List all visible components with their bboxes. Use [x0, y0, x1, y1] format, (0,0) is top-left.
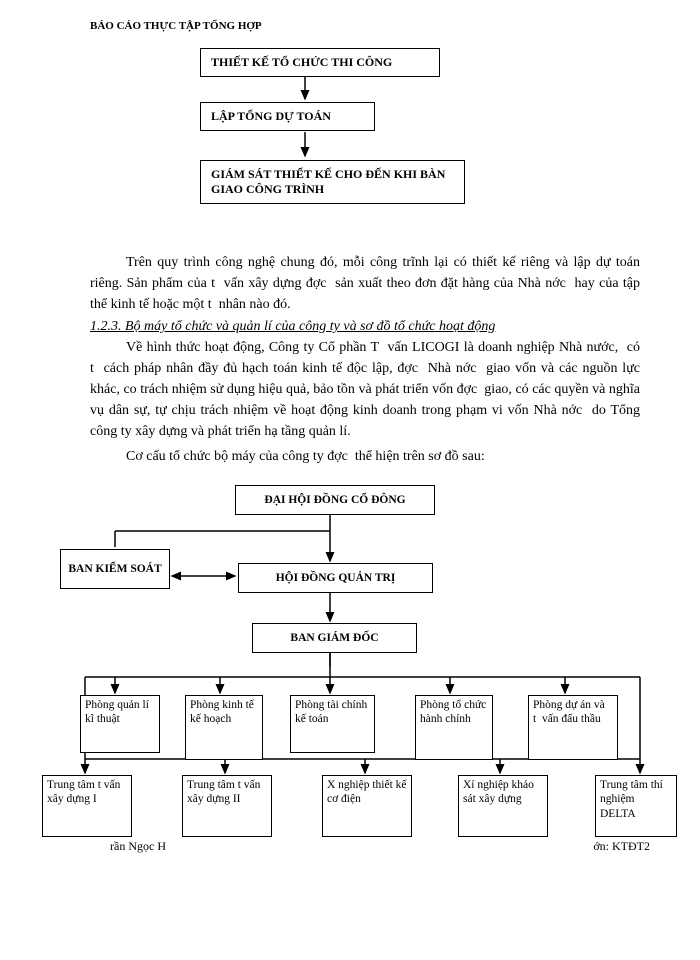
- paragraph-1: Trên quy trình công nghệ chung đó, mỗi c…: [90, 252, 640, 315]
- org-audit: BAN KIỂM SOÁT: [60, 549, 170, 589]
- org-unit-1: Trung tâm t vấn xây dựng I: [42, 775, 132, 837]
- paragraph-2: Về hình thức hoạt động, Công ty Cổ phần …: [90, 337, 640, 442]
- org-dept-4: Phòng tổ chức hành chính: [415, 695, 493, 760]
- footer-right: ớn: KTĐT2: [593, 839, 650, 854]
- org-unit-3: X nghiệp thiết kế cơ điện: [322, 775, 412, 837]
- process-flowchart: THIẾT KẾ TỔ CHỨC THI CÔNG LẬP TỔNG DỰ TO…: [90, 44, 640, 244]
- paragraph-3: Cơ cấu tổ chức bộ máy của công ty đợc th…: [90, 446, 640, 467]
- section-heading: 1.2.3. Bộ máy tổ chức và quản lí của côn…: [90, 319, 640, 335]
- org-unit-2: Trung tâm t vấn xây dựng II: [182, 775, 272, 837]
- org-mgmt: BAN GIÁM ĐỐC: [252, 623, 417, 653]
- org-unit-5: Trung tâm thí nghiệm DELTA: [595, 775, 677, 837]
- org-dept-3: Phòng tài chính kế toán: [290, 695, 375, 753]
- org-chart: ĐẠI HỘI ĐỒNG CỔ ĐÔNG BAN KIỂM SOÁT HỘI Đ…: [20, 481, 680, 841]
- org-dept-2: Phòng kinh tế kế hoạch: [185, 695, 263, 760]
- org-board: HỘI ĐỒNG QUẢN TRỊ: [238, 563, 433, 593]
- org-top: ĐẠI HỘI ĐỒNG CỔ ĐÔNG: [235, 485, 435, 515]
- flow-box-2: LẬP TỔNG DỰ TOÁN: [200, 102, 375, 131]
- org-unit-4: Xí nghiệp khảo sát xây dựng: [458, 775, 548, 837]
- footer-left: rần Ngọc H: [110, 839, 166, 854]
- org-dept-5: Phòng dự án và t vấn đấu thầu: [528, 695, 618, 760]
- flow-box-1: THIẾT KẾ TỔ CHỨC THI CÔNG: [200, 48, 440, 77]
- page-header: BÁO CÁO THỰC TẬP TỔNG HỢP: [90, 20, 640, 32]
- flow-box-3: GIÁM SÁT THIẾT KẾ CHO ĐẾN KHI BÀN GIAO C…: [200, 160, 465, 204]
- org-dept-1: Phòng quản lí kĩ thuật: [80, 695, 160, 753]
